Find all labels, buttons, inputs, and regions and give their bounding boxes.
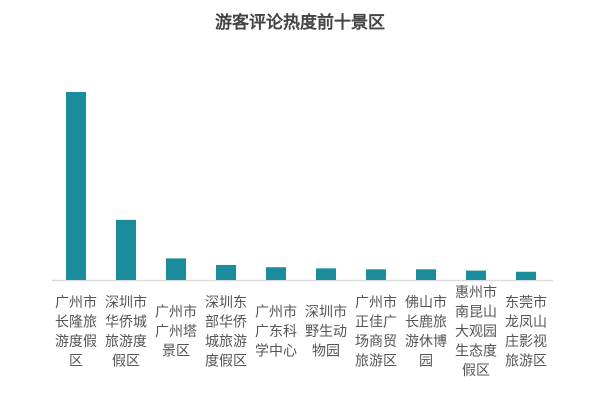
x-tick-label: 佛山市长鹿旅游休博园 bbox=[405, 294, 447, 370]
bar-6 bbox=[316, 268, 336, 280]
bar-10 bbox=[516, 271, 536, 280]
bar-8 bbox=[416, 269, 436, 280]
x-tick-label: 广州市正佳广场商贸旅游区 bbox=[355, 294, 397, 370]
x-tick-label: 东莞市龙凤山庄影视旅游区 bbox=[505, 294, 547, 370]
bar-3 bbox=[166, 258, 186, 280]
x-tick-label: 深圳市华侨城旅游度假区 bbox=[105, 294, 147, 370]
bar-4 bbox=[216, 264, 236, 280]
bar-1 bbox=[66, 92, 86, 280]
x-tick-label: 深圳市野生动物园 bbox=[305, 304, 347, 360]
x-tick-label: 广州市广东科学中心 bbox=[255, 304, 297, 360]
x-tick-label: 深圳东部华侨城旅游度假区 bbox=[205, 295, 247, 370]
bar-7 bbox=[366, 269, 386, 280]
chart-title: 游客评论热度前十景区 bbox=[215, 13, 385, 33]
bar-9 bbox=[466, 270, 486, 280]
x-tick-label: 惠州市南昆山大观园生态度假区 bbox=[455, 284, 497, 379]
x-tick-label: 广州市长隆旅游度假区 bbox=[55, 294, 97, 370]
bar-2 bbox=[116, 219, 136, 280]
bar-5 bbox=[266, 267, 286, 280]
x-tick-label: 广州市广州塔景区 bbox=[155, 304, 197, 360]
